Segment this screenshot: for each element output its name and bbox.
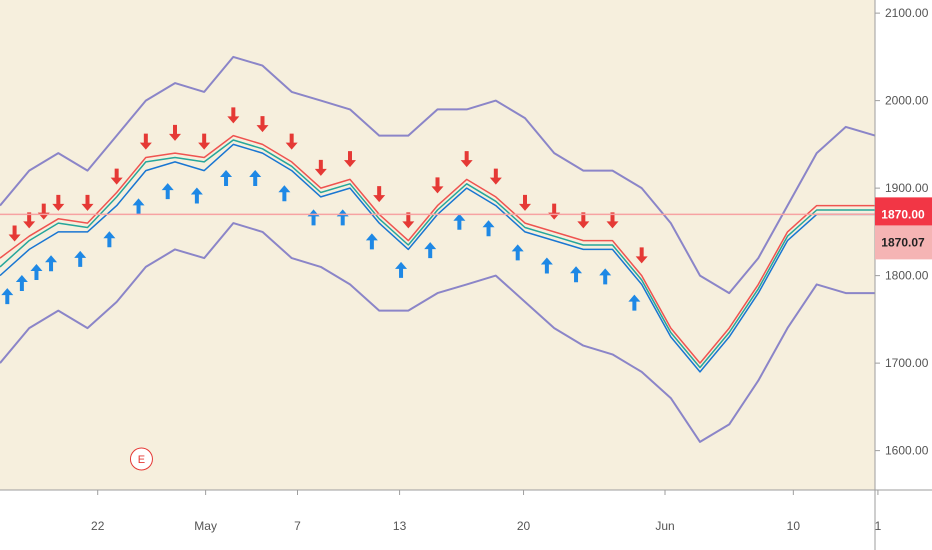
price-label-text: 1870.07 bbox=[881, 235, 925, 249]
buy-signal-arrow bbox=[249, 169, 262, 186]
buy-signal-arrow bbox=[540, 257, 553, 274]
buy-signal-arrow bbox=[190, 187, 203, 204]
sell-signal-arrow bbox=[373, 186, 386, 203]
x-tick-label: 7 bbox=[294, 519, 301, 533]
x-axis: 22 May 7 13 20 Jun 10 1 bbox=[91, 490, 882, 533]
buy-signal-arrow bbox=[599, 268, 612, 285]
y-tick-label: 1800.00 bbox=[885, 269, 929, 283]
sell-signal-arrow bbox=[139, 133, 152, 150]
buy-signal-arrow bbox=[1, 288, 14, 305]
overlay-layer: E bbox=[0, 213, 875, 471]
sell-signal-arrow bbox=[169, 124, 181, 141]
x-tick-label: 10 bbox=[787, 519, 801, 533]
x-tick-label: 13 bbox=[393, 519, 407, 533]
buy-signal-arrow bbox=[103, 231, 116, 248]
x-tick-label: Jun bbox=[655, 519, 674, 533]
sell-signal-arrow bbox=[548, 203, 561, 220]
signal-layer bbox=[1, 107, 648, 311]
buy-signal-arrow bbox=[161, 183, 174, 200]
sell-signal-arrow bbox=[635, 247, 648, 264]
buy-signal-arrow bbox=[220, 169, 233, 186]
y-tick-label: 1900.00 bbox=[885, 181, 929, 195]
price-line-2-line bbox=[0, 139, 875, 369]
plot-background bbox=[0, 0, 875, 490]
buy-signal-arrow bbox=[30, 264, 43, 280]
event-marker-label: E bbox=[138, 454, 145, 466]
sell-signal-arrow bbox=[8, 225, 21, 242]
buy-signal-arrow bbox=[365, 233, 378, 250]
sell-signal-arrow bbox=[110, 168, 123, 185]
x-tick-label: 1 bbox=[875, 519, 882, 533]
price-labels: 1870.00 1870.07 bbox=[875, 197, 932, 260]
sell-signal-arrow bbox=[577, 212, 590, 229]
sell-signal-arrow bbox=[314, 159, 327, 176]
buy-signal-arrow bbox=[74, 250, 87, 267]
sell-signal-arrow bbox=[344, 151, 356, 168]
buy-signal-arrow bbox=[45, 255, 58, 272]
sell-signal-arrow bbox=[52, 194, 65, 211]
sell-signal-arrow bbox=[198, 133, 211, 150]
sell-signal-arrow bbox=[37, 203, 50, 220]
sell-signal-arrow bbox=[402, 212, 415, 229]
x-tick-label: 20 bbox=[517, 519, 531, 533]
sell-signal-arrow bbox=[81, 194, 94, 211]
buy-signal-arrow bbox=[482, 220, 495, 237]
sell-signal-arrow bbox=[606, 212, 619, 229]
x-tick-label: 22 bbox=[91, 519, 105, 533]
buy-signal-arrow bbox=[278, 185, 291, 202]
price-label: 1870.07 bbox=[875, 225, 932, 260]
sell-signal-arrow bbox=[519, 194, 531, 211]
sell-signal-arrow bbox=[489, 168, 502, 185]
buy-signal-arrow bbox=[570, 266, 583, 283]
buy-signal-arrow bbox=[15, 274, 28, 291]
y-tick-label: 2000.00 bbox=[885, 94, 929, 108]
buy-signal-arrow bbox=[132, 198, 145, 215]
y-tick-label: 1600.00 bbox=[885, 444, 929, 458]
sell-signal-arrow bbox=[23, 212, 36, 229]
event-marker[interactable]: E bbox=[129, 447, 153, 471]
sell-signal-arrow bbox=[285, 133, 298, 150]
buy-signal-arrow bbox=[307, 209, 320, 226]
lower-band-line bbox=[0, 222, 875, 443]
buy-signal-arrow bbox=[424, 242, 437, 259]
x-tick-label: May bbox=[194, 519, 217, 533]
price-label-box bbox=[875, 225, 932, 260]
y-axis: 1600.00 1700.00 1800.00 1900.00 2000.00 2100.… bbox=[875, 6, 929, 458]
upper-band-line bbox=[0, 55, 876, 295]
y-tick-label: 2100.00 bbox=[885, 6, 929, 20]
buy-signal-arrow bbox=[628, 294, 641, 311]
buy-signal-arrow bbox=[336, 209, 349, 226]
buy-signal-arrow bbox=[395, 261, 408, 278]
price-label-text: 1870.00 bbox=[881, 207, 925, 221]
price-line-3-line bbox=[0, 134, 875, 364]
buy-signal-arrow bbox=[453, 213, 466, 230]
sell-signal-arrow bbox=[227, 107, 240, 124]
sell-signal-arrow bbox=[431, 177, 444, 194]
sell-signal-arrow bbox=[460, 151, 473, 168]
buy-signal-arrow bbox=[511, 244, 524, 261]
sell-signal-arrow bbox=[256, 116, 269, 133]
y-tick-label: 1700.00 bbox=[885, 356, 929, 370]
